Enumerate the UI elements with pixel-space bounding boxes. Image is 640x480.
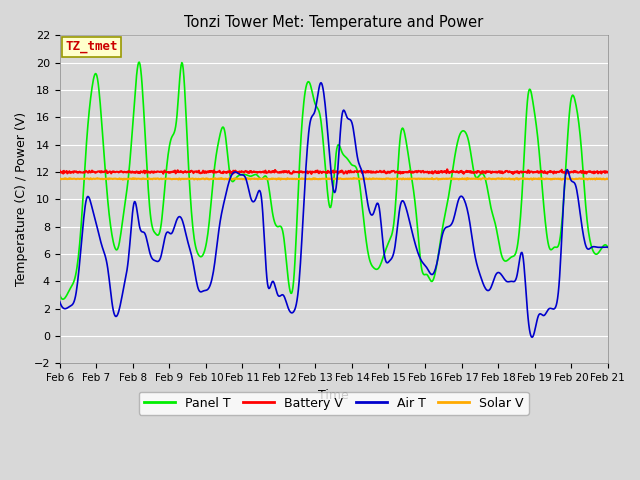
X-axis label: Time: Time bbox=[318, 389, 349, 402]
Title: Tonzi Tower Met: Temperature and Power: Tonzi Tower Met: Temperature and Power bbox=[184, 15, 483, 30]
Y-axis label: Temperature (C) / Power (V): Temperature (C) / Power (V) bbox=[15, 112, 28, 287]
Text: TZ_tmet: TZ_tmet bbox=[65, 40, 118, 53]
Legend: Panel T, Battery V, Air T, Solar V: Panel T, Battery V, Air T, Solar V bbox=[138, 392, 529, 415]
